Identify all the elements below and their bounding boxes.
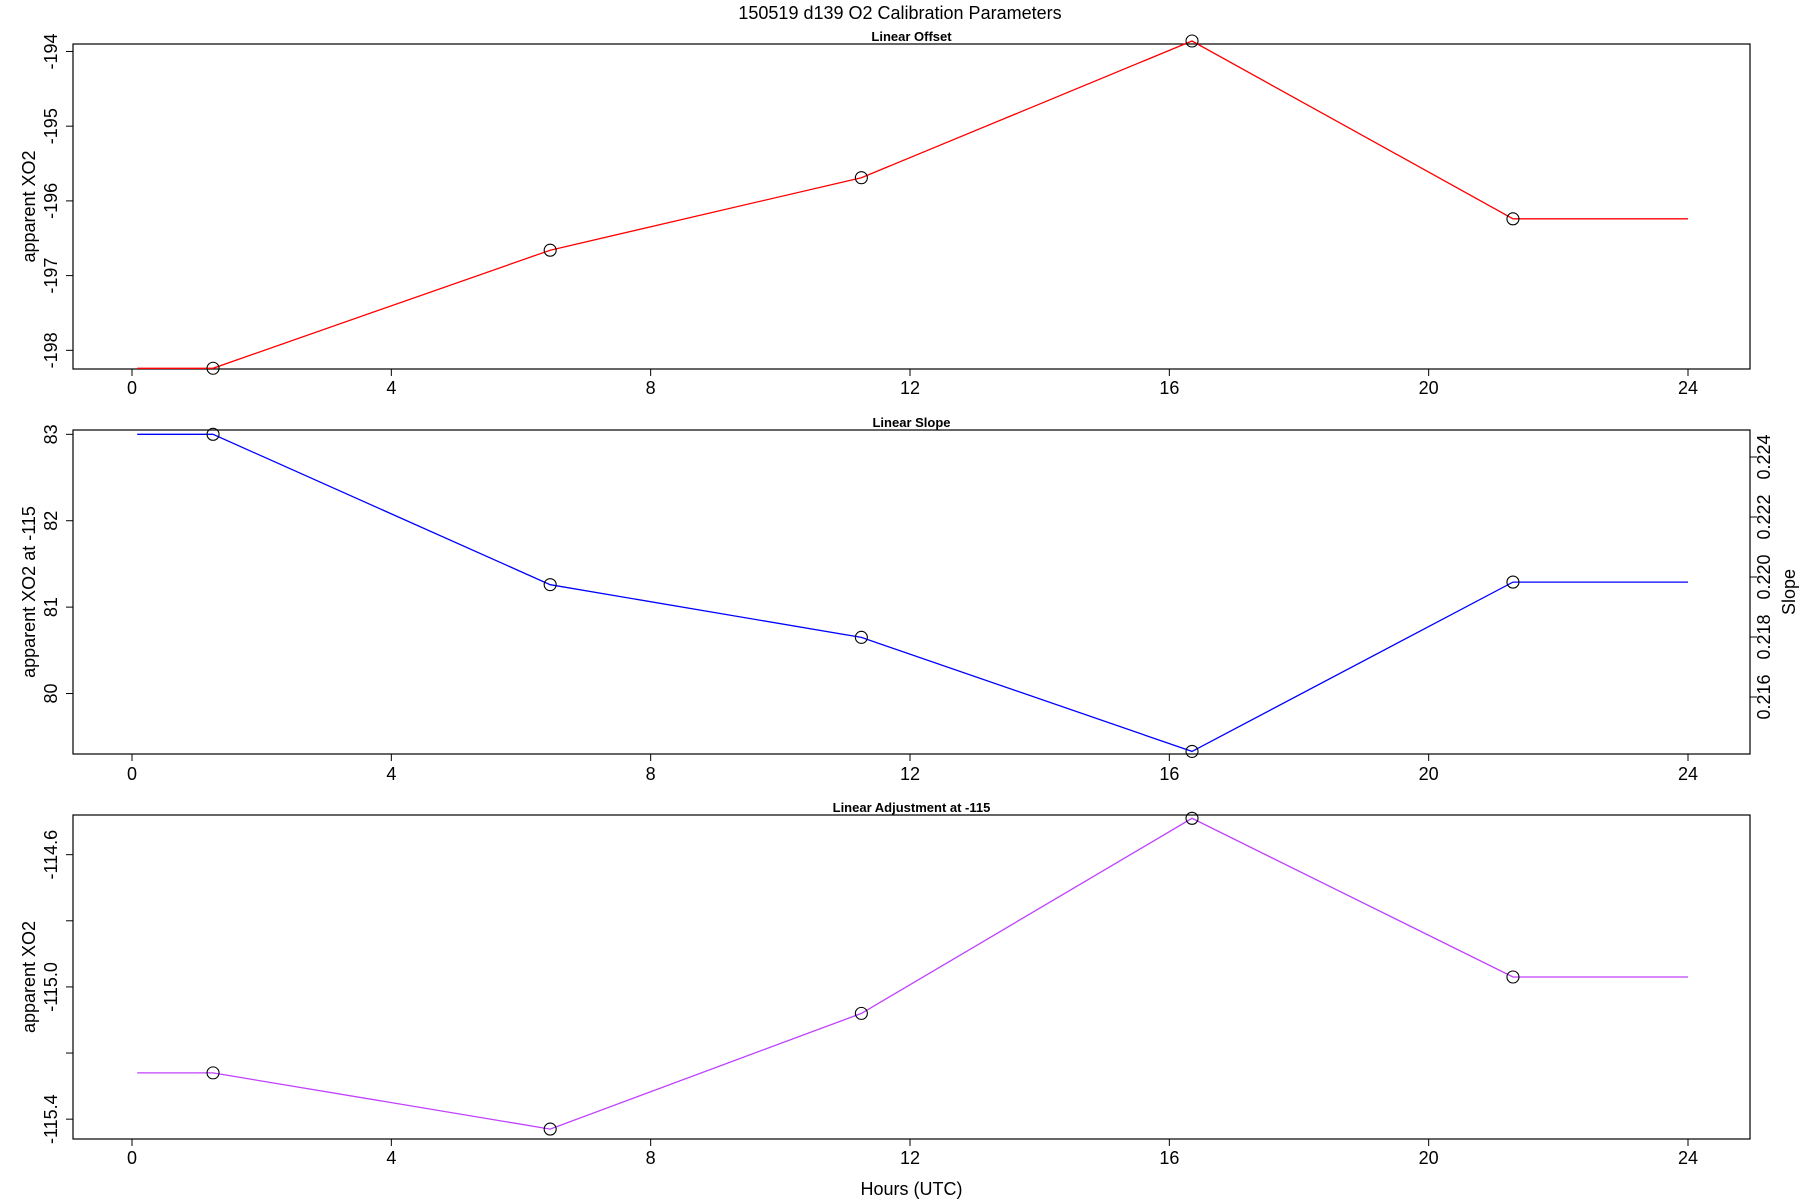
y-tick-label: 82: [41, 511, 61, 531]
y-tick-label: 83: [41, 424, 61, 444]
y2-tick-label: 0.218: [1754, 614, 1774, 659]
panel-title-2: Linear Slope: [872, 415, 950, 430]
y-tick-label: -194: [41, 33, 61, 69]
y2-tick-label: 0.216: [1754, 674, 1774, 719]
data-point: [543, 1122, 557, 1136]
x-tick-label: 0: [127, 1148, 137, 1168]
data-point: [206, 361, 220, 375]
x-tick-label: 4: [386, 1148, 396, 1168]
y-axis-label-1: apparent XO2: [19, 150, 39, 262]
data-point: [1185, 811, 1199, 825]
x-tick-label: 24: [1678, 764, 1698, 784]
panel-title-3: Linear Adjustment at -115: [833, 800, 991, 815]
data-point: [206, 427, 220, 441]
y-tick-label: -197: [41, 258, 61, 294]
y2-tick-label: 0.224: [1754, 434, 1774, 479]
x-tick-label: 20: [1419, 378, 1439, 398]
x-tick-label: 20: [1419, 1148, 1439, 1168]
series-line-3: [137, 817, 1688, 1130]
data-point: [854, 630, 868, 644]
data-point: [1506, 212, 1520, 226]
data-point: [1506, 575, 1520, 589]
x-axis-label: Hours (UTC): [861, 1179, 963, 1199]
x-tick-label: 12: [900, 764, 920, 784]
data-point: [543, 243, 557, 257]
y-tick-label: -115.4: [41, 1094, 61, 1144]
y2-tick-label: 0.222: [1754, 494, 1774, 539]
y-tick-label: -115.0: [41, 962, 61, 1012]
x-tick-label: 8: [646, 764, 656, 784]
y-tick-label: -195: [41, 108, 61, 144]
x-tick-label: 24: [1678, 1148, 1698, 1168]
y-tick-label: -198: [41, 332, 61, 368]
data-point: [1185, 744, 1199, 758]
y-tick-label: 81: [41, 597, 61, 617]
y-axis-label-3: apparent XO2: [19, 921, 39, 1033]
series-line-1: [137, 40, 1688, 369]
x-tick-label: 4: [386, 378, 396, 398]
plot-frame-1: [72, 43, 1751, 370]
x-tick-label: 16: [1159, 378, 1179, 398]
x-tick-label: 20: [1419, 764, 1439, 784]
x-tick-label: 16: [1159, 1148, 1179, 1168]
data-point: [1185, 34, 1199, 48]
panel-title-1: Linear Offset: [871, 29, 952, 44]
x-tick-label: 12: [900, 378, 920, 398]
y2-tick-label: 0.220: [1754, 554, 1774, 599]
y-axis-label-2: apparent XO2 at -115: [19, 506, 39, 678]
chart-title: 150519 d139 O2 Calibration Parameters: [738, 3, 1061, 23]
x-tick-label: 24: [1678, 378, 1698, 398]
y2-axis-label: Slope: [1779, 569, 1799, 615]
y-tick-label: -196: [41, 183, 61, 219]
x-tick-label: 0: [127, 764, 137, 784]
data-point: [854, 1006, 868, 1020]
plot-frame-3: [72, 814, 1751, 1140]
x-tick-label: 12: [900, 1148, 920, 1168]
x-tick-label: 4: [386, 764, 396, 784]
series-line-2: [137, 433, 1688, 753]
plot-frame-2: [72, 429, 1751, 755]
x-tick-label: 8: [646, 1148, 656, 1168]
data-point: [854, 171, 868, 185]
x-tick-label: 16: [1159, 764, 1179, 784]
y-tick-label: 80: [41, 684, 61, 704]
x-tick-label: 0: [127, 378, 137, 398]
y-tick-label: -114.6: [41, 830, 61, 880]
data-point: [1506, 970, 1520, 984]
x-tick-label: 8: [646, 378, 656, 398]
data-point: [206, 1066, 220, 1080]
data-point: [543, 578, 557, 592]
